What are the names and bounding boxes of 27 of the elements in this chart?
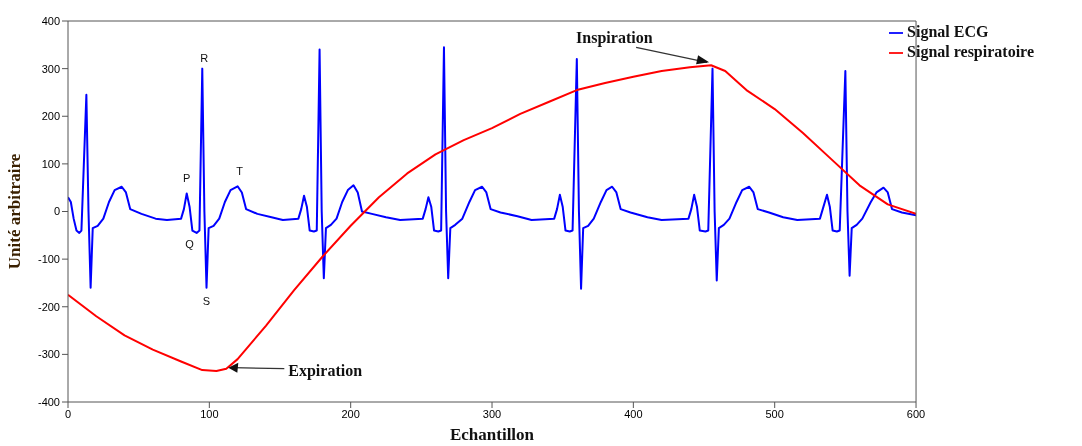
y-tick-label: 300: [41, 62, 60, 75]
y-tick-label: 100: [41, 157, 60, 170]
y-tick-label: -300: [37, 348, 60, 361]
y-tick-label: 0: [53, 205, 60, 218]
x-tick-label: 300: [482, 407, 502, 420]
annotation: R: [200, 51, 209, 64]
annotation: T: [236, 165, 244, 178]
x-tick-label: 600: [906, 407, 926, 420]
x-tick-label: 100: [200, 407, 219, 420]
x-tick-label: 0: [64, 407, 72, 420]
y-axis-title: Unité arbitraire: [5, 153, 25, 270]
y-tick-label: -100: [37, 253, 60, 266]
annotation: Inspiration: [576, 28, 653, 47]
x-tick-label: 200: [341, 407, 360, 420]
annotation: Q: [185, 237, 195, 250]
legend-label: Signal respiratoire: [907, 43, 1034, 60]
x-axis-title: Echantillon: [449, 425, 535, 444]
y-tick-label: 200: [41, 110, 60, 123]
annotation: S: [202, 294, 211, 307]
legend-label: Signal ECG: [907, 23, 989, 40]
y-tick-label: 400: [41, 14, 60, 27]
annotation: Expiration: [288, 362, 363, 381]
y-tick-label: -400: [37, 395, 60, 408]
x-tick-label: 400: [624, 407, 643, 420]
x-tick-label: 500: [765, 407, 784, 420]
y-tick-label: -200: [37, 300, 60, 313]
annotation: P: [183, 172, 191, 185]
